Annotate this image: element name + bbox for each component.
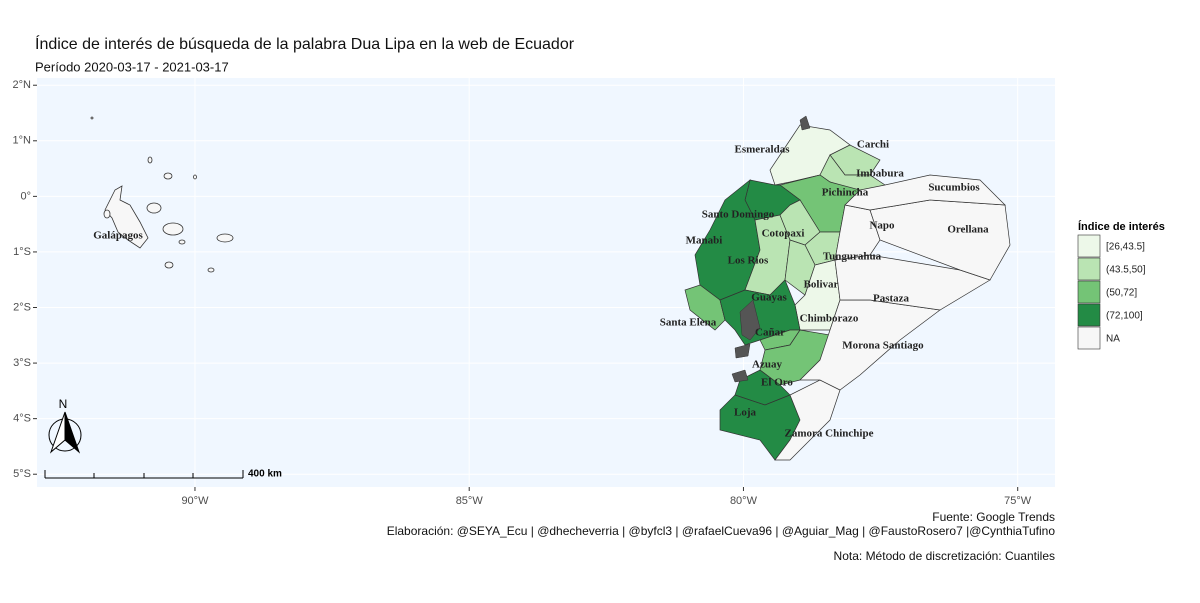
island (163, 172, 173, 180)
province-label: Tungurahua (823, 251, 882, 263)
legend-swatch (1077, 326, 1101, 350)
province-label: Imbabura (856, 168, 904, 180)
legend-label: [26,43.5] (1106, 242, 1145, 253)
island (103, 209, 111, 219)
province-label: Chimborazo (800, 313, 859, 325)
island (162, 222, 184, 236)
province-label: Zamora Chinchipe (785, 428, 874, 440)
y-tick-label: 1°S (13, 246, 31, 258)
x-tick-label: 80°W (730, 495, 758, 507)
legend-title: Índice de interés (1078, 220, 1165, 233)
x-tick-label: 85°W (456, 495, 484, 507)
island (178, 239, 186, 245)
island (90, 116, 94, 120)
province-label: Carchi (857, 139, 889, 151)
island (216, 233, 234, 243)
legend-label: NA (1106, 334, 1120, 345)
province-label: Loja (734, 407, 757, 419)
y-tick-label: 5°S (13, 468, 31, 480)
island (147, 156, 153, 164)
legend-swatch (1077, 280, 1101, 304)
province-label: Pichincha (822, 187, 869, 199)
caption-line: Nota: Método de discretización: Cuantile… (834, 549, 1055, 563)
provinces (684, 124, 1011, 461)
north-right (64, 411, 81, 454)
province-label: Pastaza (873, 293, 910, 305)
y-tick-label: 3°S (13, 357, 31, 369)
province-label: Los Rios (728, 255, 769, 267)
subtitle: Período 2020-03-17 - 2021-03-17 (35, 59, 229, 74)
north-label: N (59, 397, 68, 411)
province-label: Bolivar (804, 279, 839, 291)
legend-label: (72,100] (1106, 311, 1143, 322)
province-label: Orellana (947, 224, 989, 236)
y-tick-label: 0° (20, 190, 31, 202)
y-tick-label: 2°N (13, 79, 32, 91)
province-label: Guayas (751, 292, 787, 304)
y-tick-label: 4°S (13, 413, 31, 425)
province-label: Santo Domingo (702, 209, 775, 221)
galapagos-islands (90, 116, 234, 273)
province-label: Napo (869, 220, 895, 232)
province-label: El Oro (761, 377, 793, 389)
legend-label: (43.5,50] (1106, 265, 1146, 276)
legend-swatch (1077, 234, 1101, 258)
y-tick-label: 1°N (13, 135, 32, 147)
y-tick-label: 2°S (13, 301, 31, 313)
x-tick-label: 90°W (181, 495, 209, 507)
province-label: Sucumbios (928, 182, 980, 194)
north-arrow: N (48, 397, 82, 454)
province-label: Cañar (755, 327, 785, 339)
missing-area (731, 369, 749, 383)
island (193, 174, 197, 180)
legend-swatch (1077, 303, 1101, 327)
province (784, 239, 816, 296)
province (844, 174, 1006, 211)
province-label: Cotopaxi (762, 228, 805, 240)
legend-swatch (1077, 257, 1101, 281)
province-label: Esmeraldas (735, 144, 791, 156)
legend: Índice de interés [26,43.5] (43.5,50] (50,… (1077, 220, 1165, 350)
missing-areas (731, 115, 811, 383)
caption-line: Fuente: Google Trends (932, 510, 1055, 524)
scale-label: 400 km (248, 469, 282, 480)
missing-area (739, 299, 761, 341)
missing-area (799, 115, 811, 131)
island (104, 185, 149, 249)
island (164, 261, 174, 269)
legend-label: (50,72] (1106, 288, 1137, 299)
title: Índice de interés de búsqueda de la pala… (35, 34, 575, 53)
scale-bar: 400 km (44, 469, 282, 480)
province-label: Manabi (686, 235, 723, 247)
x-tick-label: 75°W (1004, 495, 1032, 507)
island (146, 202, 162, 214)
caption-line: Elaboración: @SEYA_Ecu | @dhecheverria |… (387, 524, 1056, 538)
province-label: Azuay (752, 359, 782, 371)
province-label: Santa Elena (660, 317, 717, 329)
island (207, 267, 215, 273)
province-label: Galápagos (93, 230, 143, 242)
province-label: Morona Santiago (842, 340, 924, 352)
missing-area (734, 343, 751, 359)
